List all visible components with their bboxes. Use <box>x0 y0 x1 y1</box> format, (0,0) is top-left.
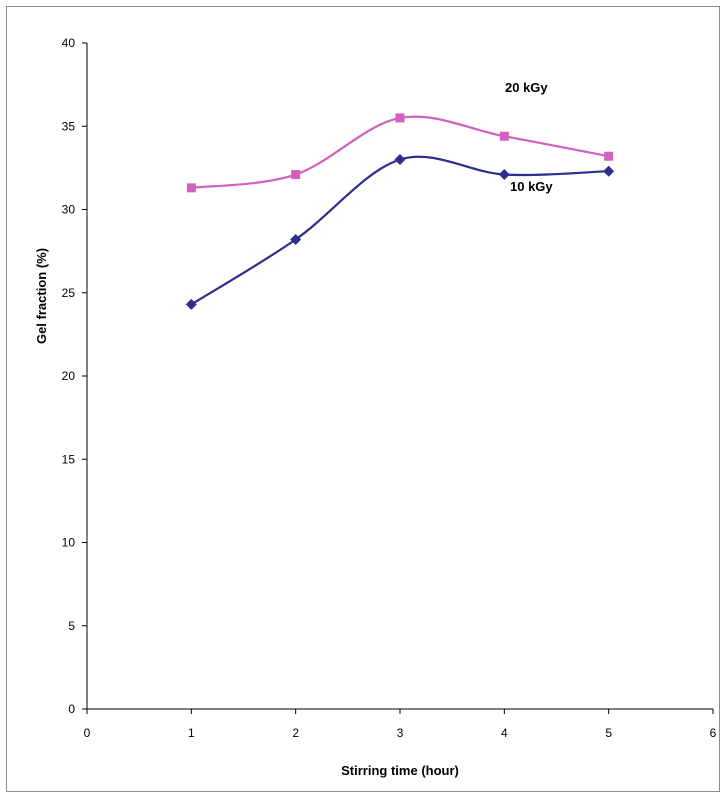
figure-frame <box>6 6 720 792</box>
y-tick-label: 30 <box>62 203 76 217</box>
data-point-10kgy <box>185 298 197 310</box>
axes <box>86 43 713 710</box>
y-tick-label: 15 <box>62 452 76 466</box>
x-tick-label: 1 <box>188 726 195 740</box>
series-line-20kgy <box>191 115 609 189</box>
data-point-20kgy <box>186 183 196 193</box>
y-tick-label: 35 <box>62 119 76 133</box>
data-point-20kgy <box>291 170 301 180</box>
series-label-10kgy: 10 kGy <box>510 179 553 194</box>
data-point-20kgy <box>395 113 405 123</box>
y-tick-label: 0 <box>68 702 75 716</box>
x-tick-label: 6 <box>710 726 717 740</box>
x-axis-title: Stirring time (hour) <box>341 763 459 778</box>
series-10kgy <box>185 154 615 310</box>
y-tick-label: 20 <box>62 369 76 383</box>
series-layer <box>185 113 615 310</box>
x-tick-label: 0 <box>84 726 91 740</box>
x-tick-label: 3 <box>397 726 404 740</box>
data-point-10kgy <box>498 169 510 181</box>
series-20kgy <box>186 113 614 193</box>
y-tick-label: 10 <box>62 536 76 550</box>
data-point-20kgy <box>604 151 614 161</box>
data-point-10kgy <box>394 154 406 166</box>
y-axis-title: Gel fraction (%) <box>34 248 49 344</box>
y-tick-label: 25 <box>62 286 76 300</box>
x-ticks: 0 1 2 3 4 5 6 <box>84 709 717 740</box>
data-point-10kgy <box>290 233 302 245</box>
y-tick-label: 5 <box>68 619 75 633</box>
series-label-20kgy: 20 kGy <box>505 80 548 95</box>
x-tick-label: 5 <box>605 726 612 740</box>
x-tick-label: 2 <box>292 726 299 740</box>
x-tick-label: 4 <box>501 726 508 740</box>
y-ticks: 0 5 10 15 20 25 30 35 40 <box>62 36 87 716</box>
y-tick-label: 40 <box>62 36 76 50</box>
data-point-10kgy <box>603 165 615 177</box>
data-point-20kgy <box>499 131 509 141</box>
